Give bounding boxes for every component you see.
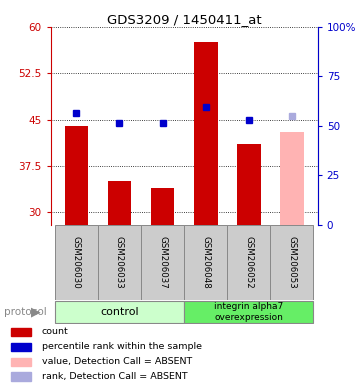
Bar [141, 225, 184, 300]
Text: GSM206053: GSM206053 [287, 236, 296, 288]
Bar [237, 144, 261, 225]
Text: integrin alpha7
overexpression: integrin alpha7 overexpression [214, 302, 283, 322]
Bar [98, 225, 141, 300]
Bar [11, 343, 31, 351]
Bar [270, 225, 313, 300]
Title: GDS3209 / 1450411_at: GDS3209 / 1450411_at [107, 13, 261, 26]
Bar [227, 225, 270, 300]
Bar [11, 328, 31, 336]
Bar [108, 181, 131, 225]
Bar [11, 372, 31, 381]
Bar [194, 42, 217, 225]
Bar [184, 225, 227, 300]
Text: control: control [100, 307, 139, 317]
Text: protocol: protocol [4, 307, 46, 317]
Text: GSM206037: GSM206037 [158, 236, 167, 288]
Bar [280, 132, 304, 225]
Bar [11, 358, 31, 366]
Text: GSM206030: GSM206030 [72, 236, 81, 288]
Text: rank, Detection Call = ABSENT: rank, Detection Call = ABSENT [42, 372, 187, 381]
Bar [184, 301, 313, 323]
Text: percentile rank within the sample: percentile rank within the sample [42, 342, 201, 351]
Bar [65, 126, 88, 225]
Text: GSM206052: GSM206052 [244, 236, 253, 288]
Text: GSM206048: GSM206048 [201, 236, 210, 288]
Text: ▶: ▶ [31, 306, 40, 318]
Bar [151, 187, 174, 225]
Text: value, Detection Call = ABSENT: value, Detection Call = ABSENT [42, 357, 192, 366]
Text: count: count [42, 328, 68, 336]
Bar [55, 301, 184, 323]
Text: GSM206033: GSM206033 [115, 236, 124, 288]
Bar [55, 225, 98, 300]
